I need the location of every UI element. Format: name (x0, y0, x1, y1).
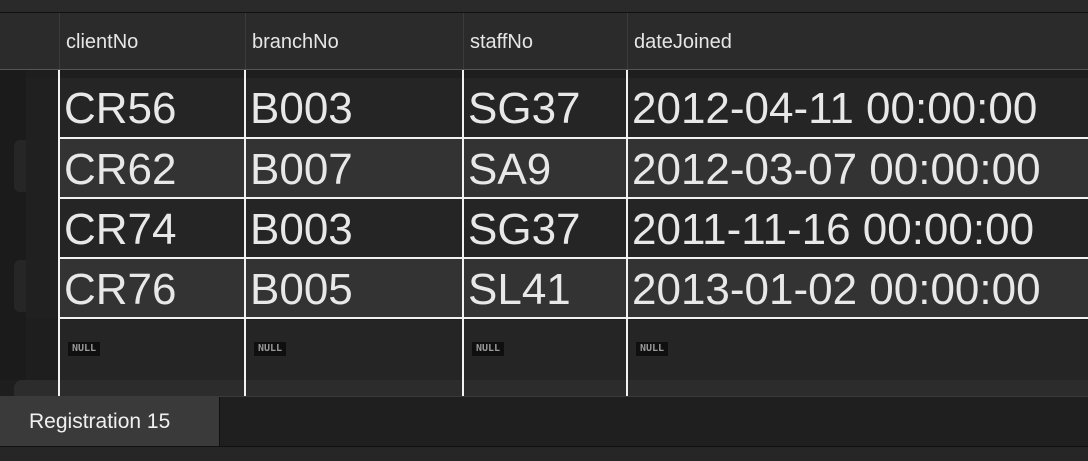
cell-datejoined[interactable]: 2011-11-16 00:00:00 (632, 205, 1035, 254)
status-strip (0, 446, 1088, 461)
table-row[interactable]: CR62 B007 SA9 2012-03-07 00:00:00 (59, 139, 1088, 199)
column-header-staffno[interactable]: staffNo (463, 13, 627, 69)
cell-branchno[interactable]: B003 (250, 205, 353, 254)
new-row-placeholder[interactable]: NULL NULL NULL NULL (59, 320, 1088, 380)
gutter-tab (14, 140, 26, 192)
column-divider (462, 70, 464, 396)
cell-clientno[interactable]: CR56 (64, 84, 177, 133)
column-header-branchno[interactable]: branchNo (245, 13, 463, 69)
cell-clientno[interactable]: CR74 (64, 205, 177, 254)
top-toolbar-strip (0, 0, 1088, 13)
left-gutter (0, 70, 26, 380)
gutter-tab (14, 260, 26, 312)
row-divider (59, 197, 1088, 199)
column-header-datejoined[interactable]: dateJoined (627, 13, 1088, 69)
table-row[interactable]: CR74 B003 SG37 2011-11-16 00:00:00 (59, 199, 1088, 259)
cell-clientno[interactable]: CR62 (64, 145, 177, 194)
row-divider (59, 317, 1088, 319)
column-divider (626, 70, 628, 396)
tab-registration-15[interactable]: Registration 15 (0, 397, 220, 447)
column-divider (58, 70, 60, 396)
table-row[interactable]: CR56 B003 SG37 2012-04-11 00:00:00 (59, 78, 1088, 138)
row-divider (59, 257, 1088, 259)
cell-branchno[interactable]: B005 (250, 265, 353, 314)
null-badge-branchno[interactable]: NULL (254, 342, 287, 356)
cell-datejoined[interactable]: 2013-01-02 00:00:00 (632, 265, 1041, 314)
cell-branchno[interactable]: B007 (250, 145, 353, 194)
cell-datejoined[interactable]: 2012-03-07 00:00:00 (632, 145, 1041, 194)
null-badge-clientno[interactable]: NULL (68, 342, 101, 356)
column-divider (244, 70, 246, 396)
cell-staffno[interactable]: SG37 (468, 84, 581, 133)
results-panel-edge (14, 380, 1088, 396)
table-row[interactable]: CR76 B005 SL41 2013-01-02 00:00:00 (59, 259, 1088, 319)
cell-clientno[interactable]: CR76 (64, 265, 177, 314)
cell-staffno[interactable]: SG37 (468, 205, 581, 254)
cell-staffno[interactable]: SA9 (468, 145, 552, 194)
table-header (0, 13, 1088, 70)
row-divider (59, 137, 1088, 139)
cell-staffno[interactable]: SL41 (468, 265, 571, 314)
column-header-clientno[interactable]: clientNo (59, 13, 245, 69)
null-badge-staffno[interactable]: NULL (472, 342, 505, 356)
row-selector-column[interactable] (26, 78, 59, 318)
null-badge-datejoined[interactable]: NULL (636, 342, 669, 356)
cell-branchno[interactable]: B003 (250, 84, 353, 133)
cell-datejoined[interactable]: 2012-04-11 00:00:00 (632, 84, 1038, 133)
result-tab-bar: Registration 15 (0, 396, 1088, 447)
